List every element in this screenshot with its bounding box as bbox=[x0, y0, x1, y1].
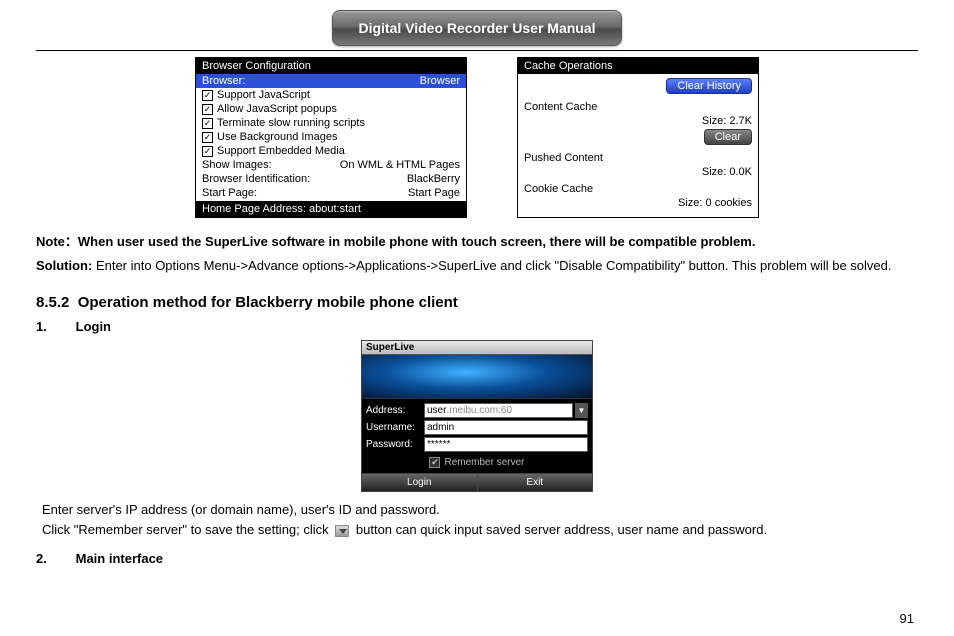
login-banner-image bbox=[362, 355, 592, 399]
password-input: ****** bbox=[424, 437, 588, 452]
check-label: Terminate slow running scripts bbox=[217, 117, 365, 129]
checkbox-icon bbox=[202, 118, 213, 129]
login-buttons: Login Exit bbox=[362, 473, 592, 491]
check-row: Allow JavaScript popups bbox=[196, 102, 466, 116]
remember-checkbox-icon: ✔ bbox=[429, 457, 440, 468]
step-1: 1. Login bbox=[36, 319, 918, 334]
check-label: Allow JavaScript popups bbox=[217, 103, 337, 115]
address-user: user bbox=[427, 405, 446, 416]
manual-title-banner: Digital Video Recorder User Manual bbox=[332, 10, 622, 46]
section-title-text: Operation method for Blackberry mobile p… bbox=[78, 294, 458, 311]
password-row: Password: ****** bbox=[366, 437, 588, 452]
note-block: Note：When user used the SuperLive softwa… bbox=[36, 232, 918, 276]
remember-row: ✔ Remember server bbox=[366, 454, 588, 471]
check-label: Use Background Images bbox=[217, 131, 337, 143]
check-row: Support Embedded Media bbox=[196, 144, 466, 158]
username-label: Username: bbox=[366, 422, 424, 433]
manual-title: Digital Video Recorder User Manual bbox=[358, 20, 595, 36]
login-app-title: SuperLive bbox=[362, 341, 592, 355]
show-images-label: Show Images: bbox=[202, 159, 272, 171]
instruction-line-2: Click "Remember server" to save the sett… bbox=[42, 520, 918, 540]
password-label: Password: bbox=[366, 439, 424, 450]
browser-row: Browser: Browser bbox=[196, 74, 466, 88]
step-2-label: Main interface bbox=[76, 551, 163, 566]
instruction-2a: Click "Remember server" to save the sett… bbox=[42, 522, 332, 537]
start-page-value: Start Page bbox=[408, 187, 460, 199]
browser-id-value: BlackBerry bbox=[407, 173, 460, 185]
content-size-row: Size: 2.7K bbox=[518, 114, 758, 128]
header-rule bbox=[36, 50, 918, 51]
home-address-bar: Home Page Address: about:start bbox=[196, 201, 466, 217]
solution-label: Solution: bbox=[36, 258, 92, 273]
checkbox-icon bbox=[202, 146, 213, 157]
username-row: Username: admin bbox=[366, 420, 588, 435]
cookie-size: Size: 0 cookies bbox=[518, 196, 758, 215]
screenshots-row: Browser Configuration Browser: Browser S… bbox=[36, 57, 918, 218]
check-row: Support JavaScript bbox=[196, 88, 466, 102]
section-number: 8.5.2 bbox=[36, 294, 69, 311]
show-images-value: On WML & HTML Pages bbox=[340, 159, 460, 171]
cache-ops-screenshot: Cache Operations Clear History Content C… bbox=[517, 57, 759, 218]
step-1-num: 1. bbox=[36, 319, 72, 334]
content-cache-label: Content Cache bbox=[518, 95, 758, 114]
checkbox-icon bbox=[202, 90, 213, 101]
login-button: Login bbox=[362, 474, 478, 491]
address-label: Address: bbox=[366, 405, 424, 416]
login-form: Address: user.meibu.com:60 ▼ Username: a… bbox=[362, 399, 592, 473]
username-input: admin bbox=[424, 420, 588, 435]
solution-text: Enter into Options Menu->Advance options… bbox=[92, 258, 891, 273]
checkbox-icon bbox=[202, 132, 213, 143]
dropdown-button-icon bbox=[335, 525, 349, 537]
instruction-line-1: Enter server's IP address (or domain nam… bbox=[42, 500, 918, 520]
check-label: Support JavaScript bbox=[217, 89, 310, 101]
pushed-content-label: Pushed Content bbox=[518, 146, 758, 165]
section-heading: 8.5.2 Operation method for Blackberry mo… bbox=[36, 294, 918, 311]
start-page-label: Start Page: bbox=[202, 187, 257, 199]
cache-ops-title: Cache Operations bbox=[518, 58, 758, 74]
cookie-cache-label: Cookie Cache bbox=[518, 179, 758, 196]
login-instructions: Enter server's IP address (or domain nam… bbox=[36, 500, 918, 540]
login-screenshot: SuperLive Address: user.meibu.com:60 ▼ U… bbox=[361, 340, 593, 492]
start-page-row: Start Page: Start Page bbox=[196, 186, 466, 200]
check-row: Terminate slow running scripts bbox=[196, 116, 466, 130]
address-input: user.meibu.com:60 bbox=[424, 403, 573, 418]
page-number: 91 bbox=[900, 611, 914, 626]
step-2: 2. Main interface bbox=[36, 551, 918, 566]
dropdown-icon: ▼ bbox=[575, 403, 588, 418]
browser-label: Browser: bbox=[202, 75, 245, 87]
address-row: Address: user.meibu.com:60 ▼ bbox=[366, 403, 588, 418]
check-label: Support Embedded Media bbox=[217, 145, 345, 157]
check-row: Use Background Images bbox=[196, 130, 466, 144]
step-1-label: Login bbox=[76, 319, 111, 334]
browser-id-row: Browser Identification: BlackBerry bbox=[196, 172, 466, 186]
step-2-num: 2. bbox=[36, 551, 72, 566]
note-bold: Note：When user used the SuperLive softwa… bbox=[36, 232, 918, 252]
exit-button: Exit bbox=[478, 474, 593, 491]
browser-value: Browser bbox=[420, 75, 460, 87]
checkbox-icon bbox=[202, 104, 213, 115]
instruction-2b: button can quick input saved server addr… bbox=[356, 522, 767, 537]
clear-history-row: Clear History bbox=[518, 74, 758, 95]
pushed-size: Size: 0.0K bbox=[518, 165, 758, 179]
browser-id-label: Browser Identification: bbox=[202, 173, 310, 185]
show-images-row: Show Images: On WML & HTML Pages bbox=[196, 158, 466, 172]
clear-button: Clear bbox=[704, 129, 752, 145]
remember-label: Remember server bbox=[444, 457, 524, 468]
clear-history-button: Clear History bbox=[666, 78, 752, 94]
browser-config-screenshot: Browser Configuration Browser: Browser S… bbox=[195, 57, 467, 218]
browser-config-title: Browser Configuration bbox=[196, 58, 466, 74]
solution-line: Solution: Enter into Options Menu->Advan… bbox=[36, 256, 918, 276]
clear-row: Clear bbox=[518, 128, 758, 146]
address-domain: .meibu.com:60 bbox=[446, 405, 512, 416]
